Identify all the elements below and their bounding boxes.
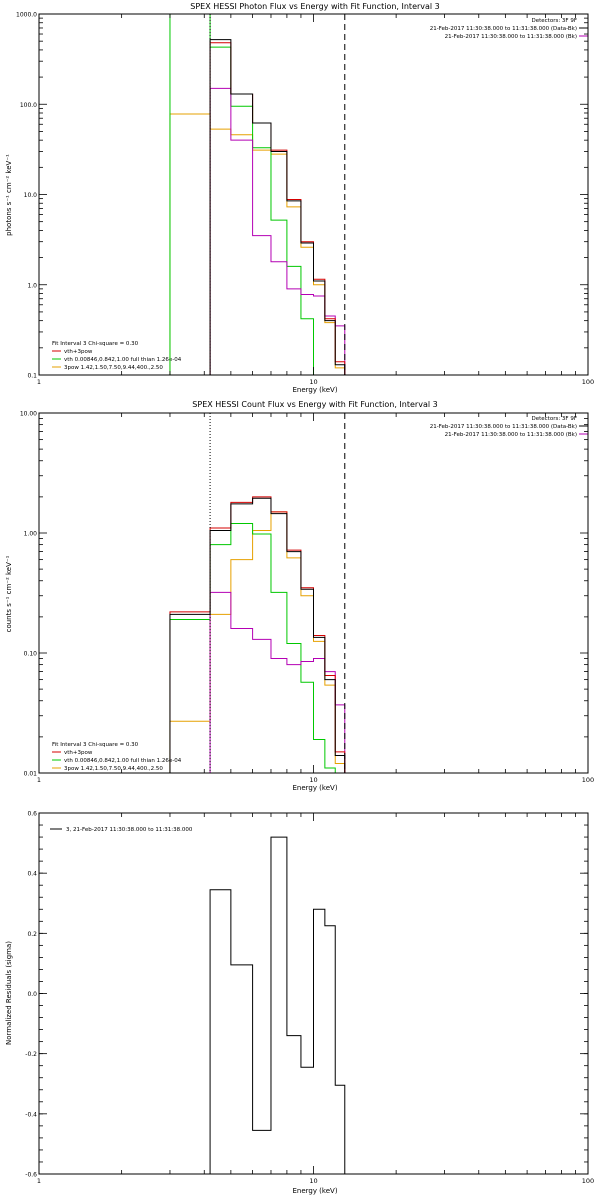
residuals-series-group [209, 836, 346, 1174]
photon-flux-series-4-histogram [169, 113, 346, 375]
residuals-legend: 3, 21-Feb-2017 11:30:38.000 to 11:31:38.… [50, 827, 193, 833]
residuals-y-tick-label: 0.4 [27, 871, 37, 878]
count-flux-y-axis-label: counts s⁻¹ cm⁻² keV⁻¹ [5, 555, 13, 632]
photon-flux-fit-line-3pow: 3pow 1.42,1.50,7.50,9.44,400.,2.50 [64, 365, 163, 371]
count-flux-fit-line-total: vth+3pow [64, 750, 93, 756]
photon-flux-y-tick-label: 10.0 [24, 192, 38, 199]
count-flux-data-bk-label: 21-Feb-2017 11:30:38.000 to 11:31:38.000… [430, 424, 577, 430]
residuals-x-tick-label: 10 [309, 1177, 317, 1185]
residuals-x-axis-label: Energy (keV) [292, 1187, 337, 1195]
count-flux-x-tick-label: 10 [309, 776, 317, 784]
residuals-series-0-histogram [209, 836, 346, 1174]
photon-flux-x-tick-label: 10 [309, 378, 317, 386]
count-flux-fit-heading: Fit Interval 3 Chi-square = 0.30 [52, 742, 139, 748]
count-flux-fit-line-3pow: 3pow 1.42,1.50,7.50,9.44,400.,2.50 [64, 766, 163, 772]
count-flux-y-tick-label: 10.00 [20, 411, 37, 418]
photon-flux-y-axis-label: photons s⁻¹ cm⁻² keV⁻¹ [5, 154, 13, 236]
count-flux-y-tick-label: 0.10 [24, 651, 38, 658]
residuals-x-tick-label: 100 [582, 1177, 594, 1185]
count-flux-fit-legend: Fit Interval 3 Chi-square = 0.30 vth+3po… [52, 742, 182, 772]
count-flux-series-3-histogram [169, 523, 345, 773]
photon-flux-detectors-label: Detectors: 3F 9F [531, 18, 577, 24]
count-flux-x-tick-label: 100 [582, 776, 594, 784]
count-flux-series-group [169, 496, 346, 773]
photon-flux-y-tick-label: 1000.0 [16, 12, 37, 19]
photon-flux-fit-line-vth: vth 0.00846,0.842,1.00 full thian 1.26e-… [64, 357, 182, 363]
photon-flux-y-tick-label: 1.0 [27, 282, 37, 289]
photon-flux-y-tick-label: 100.0 [20, 102, 37, 109]
residuals-y-tick-label: 0.0 [27, 991, 37, 998]
photon-flux-y-tick-label: 0.1 [27, 373, 37, 380]
residuals-y-axis-label: Normalized Residuals (sigma) [5, 941, 13, 1045]
count-flux-y-tick-label: 1.00 [24, 531, 38, 538]
count-flux-series-2-histogram [169, 591, 346, 773]
count-flux-fit-line-vth: vth 0.00846,0.842,1.00 full thian 1.26e-… [64, 758, 182, 764]
count-flux-title: SPEX HESSI Count Flux vs Energy with Fit… [192, 400, 437, 409]
residuals-y-tick-label: 0.2 [27, 931, 37, 938]
photon-flux-fit-legend: Fit Interval 3 Chi-square = 0.30 vth+3po… [52, 341, 182, 371]
photon-flux-data-bk-label: 21-Feb-2017 11:30:38.000 to 11:31:38.000… [430, 26, 577, 32]
residuals-y-tick-label: -0.6 [25, 1172, 37, 1179]
photon-flux-series-group [169, 14, 346, 375]
photon-flux-title: SPEX HESSI Photon Flux vs Energy with Fi… [190, 2, 440, 11]
photon-flux-series-3-histogram [169, 14, 345, 375]
photon-flux-panel: SPEX HESSI Photon Flux vs Energy with Fi… [5, 2, 594, 394]
count-flux-panel: SPEX HESSI Count Flux vs Energy with Fit… [5, 400, 594, 792]
photon-flux-fit-line-total: vth+3pow [64, 349, 93, 355]
count-flux-series-1-histogram [169, 496, 346, 773]
count-flux-x-tick-label: 1 [37, 776, 41, 784]
photon-flux-bk-label: 21-Feb-2017 11:30:38.000 to 11:31:38.000… [445, 34, 577, 40]
count-flux-y-tick-label: 0.01 [24, 771, 38, 778]
count-flux-series-0-histogram [169, 497, 346, 773]
residuals-legend-label: 3, 21-Feb-2017 11:30:38.000 to 11:31:38.… [66, 827, 193, 833]
photon-flux-header-legend: Detectors: 3F 9F 21-Feb-2017 11:30:38.00… [430, 18, 588, 40]
count-flux-header-legend: Detectors: 3F 9F 21-Feb-2017 11:30:38.00… [430, 416, 588, 438]
photon-flux-series-0-histogram [169, 39, 346, 375]
residuals-x-tick-label: 1 [37, 1177, 41, 1185]
photon-flux-x-axis-label: Energy (keV) [292, 386, 337, 394]
residuals-y-tick-label: -0.2 [25, 1051, 37, 1058]
photon-flux-series-1-histogram [169, 42, 346, 375]
photon-flux-x-tick-label: 1 [37, 378, 41, 386]
residuals-y-tick-label: 0.6 [27, 811, 37, 818]
photon-flux-x-tick-label: 100 [582, 378, 594, 386]
residuals-panel: Energy (keV) Normalized Residuals (sigma… [5, 811, 594, 1196]
residuals-y-tick-label: -0.4 [25, 1111, 37, 1118]
count-flux-detectors-label: Detectors: 3F 9F [531, 416, 577, 422]
photon-flux-series-2-histogram [169, 87, 346, 375]
count-flux-series-4-histogram [169, 511, 346, 773]
photon-flux-fit-heading: Fit Interval 3 Chi-square = 0.30 [52, 341, 139, 347]
count-flux-x-axis-label: Energy (keV) [292, 784, 337, 792]
count-flux-bk-label: 21-Feb-2017 11:30:38.000 to 11:31:38.000… [445, 432, 577, 438]
